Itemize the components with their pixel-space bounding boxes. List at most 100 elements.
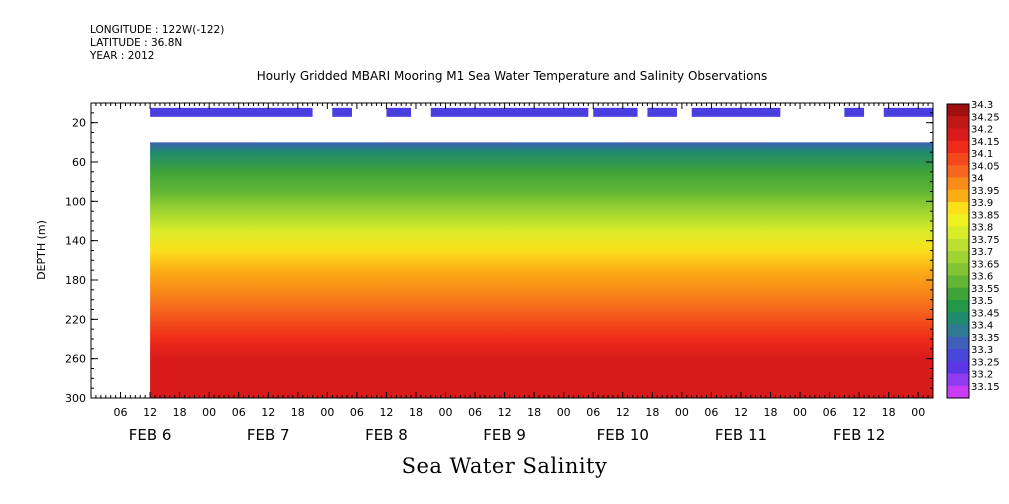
colorbar-swatch xyxy=(947,275,969,289)
x-hour-label: 06 xyxy=(350,406,364,419)
colorbar-swatch xyxy=(947,128,969,142)
x-hour-label: 00 xyxy=(793,406,807,419)
x-day-label: FEB 8 xyxy=(365,426,408,444)
colorbar-label: 34.1 xyxy=(971,149,993,160)
axes: 20 60 100 140 180 220 260 300 06 12 18 00 06 12 18 00 06… xyxy=(65,102,934,444)
colorbar-label: 33.9 xyxy=(971,198,993,209)
x-hour-label: 12 xyxy=(498,406,512,419)
x-hour-label: 00 xyxy=(557,406,571,419)
colorbar-swatch xyxy=(947,300,969,313)
colorbar-label: 33.55 xyxy=(971,284,1000,295)
colorbar-label: 33.6 xyxy=(971,272,993,283)
x-axis-title: Sea Water Salinity xyxy=(401,454,608,478)
x-hour-label: 00 xyxy=(320,406,334,419)
colorbar-label: 33.3 xyxy=(971,345,993,356)
colorbar-swatch xyxy=(947,349,969,362)
x-hour-label: 06 xyxy=(232,406,246,419)
colorbar-label: 33.2 xyxy=(971,370,993,381)
surface-segment xyxy=(150,107,313,117)
colorbar-swatch xyxy=(947,153,969,166)
colorbar-label: 34.25 xyxy=(971,112,1000,123)
x-hour-label: 18 xyxy=(173,406,187,419)
colorbar-label: 34.05 xyxy=(971,161,1000,172)
colorbar-swatch xyxy=(947,373,969,387)
colorbar: 34.334.2534.234.1534.134.053433.9533.933… xyxy=(946,100,1000,399)
year-label: YEAR : 2012 xyxy=(90,50,155,62)
colorbar-swatch xyxy=(947,263,969,276)
salinity-field xyxy=(150,142,933,398)
colorbar-label: 33.15 xyxy=(971,382,1000,393)
chart-title: Hourly Gridded MBARI Mooring M1 Sea Wate… xyxy=(257,69,768,83)
colorbar-swatch xyxy=(947,214,969,227)
colorbar-label: 33.5 xyxy=(971,296,993,307)
colorbar-label: 33.75 xyxy=(971,235,1000,246)
surface-segment xyxy=(430,107,589,117)
colorbar-label: 34.15 xyxy=(971,137,1000,148)
x-hour-label: 18 xyxy=(764,406,778,419)
x-hour-label: 00 xyxy=(911,406,925,419)
colorbar-swatch xyxy=(947,140,969,154)
colorbar-label: 33.45 xyxy=(971,308,1000,319)
x-hour-label: 12 xyxy=(616,406,630,419)
colorbar-swatch xyxy=(947,324,969,338)
x-day-label: FEB 11 xyxy=(715,426,767,444)
colorbar-swatch xyxy=(947,104,969,117)
y-tick-label: 60 xyxy=(72,156,86,169)
colorbar-swatch xyxy=(947,336,969,350)
y-axis-label: DEPTH (m) xyxy=(35,220,48,280)
colorbar-swatch xyxy=(947,312,969,325)
x-hour-label: 18 xyxy=(645,406,659,419)
surface-segment xyxy=(883,107,933,117)
x-hour-label: 06 xyxy=(468,406,482,419)
x-hour-label: 06 xyxy=(823,406,837,419)
x-day-label: FEB 9 xyxy=(483,426,526,444)
colorbar-swatch xyxy=(947,202,969,215)
colorbar-label: 34 xyxy=(971,174,984,185)
x-day-label: FEB 10 xyxy=(597,426,649,444)
x-day-label: FEB 6 xyxy=(129,426,172,444)
x-hour-label: 00 xyxy=(439,406,453,419)
surface-segment xyxy=(647,107,677,117)
x-hour-label: 00 xyxy=(675,406,689,419)
y-tick-label: 220 xyxy=(65,313,86,326)
x-hour-label: 12 xyxy=(143,406,157,419)
colorbar-label: 33.65 xyxy=(971,259,1000,270)
longitude-label: LONGITUDE : 122W(-122) xyxy=(90,24,225,36)
x-hour-label: 12 xyxy=(734,406,748,419)
surface-segment xyxy=(332,107,352,117)
x-day-label: FEB 12 xyxy=(833,426,885,444)
colorbar-label: 33.35 xyxy=(971,333,1000,344)
colorbar-swatch xyxy=(947,226,969,240)
colorbar-swatch xyxy=(947,361,969,374)
colorbar-swatch xyxy=(947,177,969,191)
colorbar-frame xyxy=(946,103,970,399)
y-tick-label: 300 xyxy=(65,392,86,405)
surface-segment xyxy=(593,107,638,117)
surface-segment xyxy=(844,107,865,117)
x-hour-label: 18 xyxy=(409,406,423,419)
latitude-label: LATITUDE : 36.8N xyxy=(90,37,183,49)
colorbar-label: 34.3 xyxy=(971,100,993,111)
colorbar-swatch xyxy=(947,238,969,252)
colorbar-label: 33.95 xyxy=(971,186,1000,197)
y-tick-label: 140 xyxy=(65,235,86,248)
colorbar-label: 33.25 xyxy=(971,357,1000,368)
colorbar-swatch xyxy=(947,385,969,399)
y-tick-label: 100 xyxy=(65,195,86,208)
plot-area xyxy=(150,107,933,398)
x-hour-label: 12 xyxy=(379,406,393,419)
colorbar-swatch xyxy=(947,165,969,178)
surface-segment xyxy=(691,107,781,117)
colorbar-label: 33.7 xyxy=(971,247,993,258)
x-hour-label: 18 xyxy=(291,406,305,419)
x-hour-label: 06 xyxy=(704,406,718,419)
colorbar-swatch xyxy=(947,287,969,301)
surface-segment xyxy=(386,107,412,117)
y-tick-label: 260 xyxy=(65,353,86,366)
x-hour-label: 12 xyxy=(261,406,275,419)
colorbar-swatch xyxy=(947,116,969,129)
y-tick-label: 20 xyxy=(72,117,86,130)
x-hour-label: 06 xyxy=(586,406,600,419)
x-day-label: FEB 7 xyxy=(247,426,290,444)
